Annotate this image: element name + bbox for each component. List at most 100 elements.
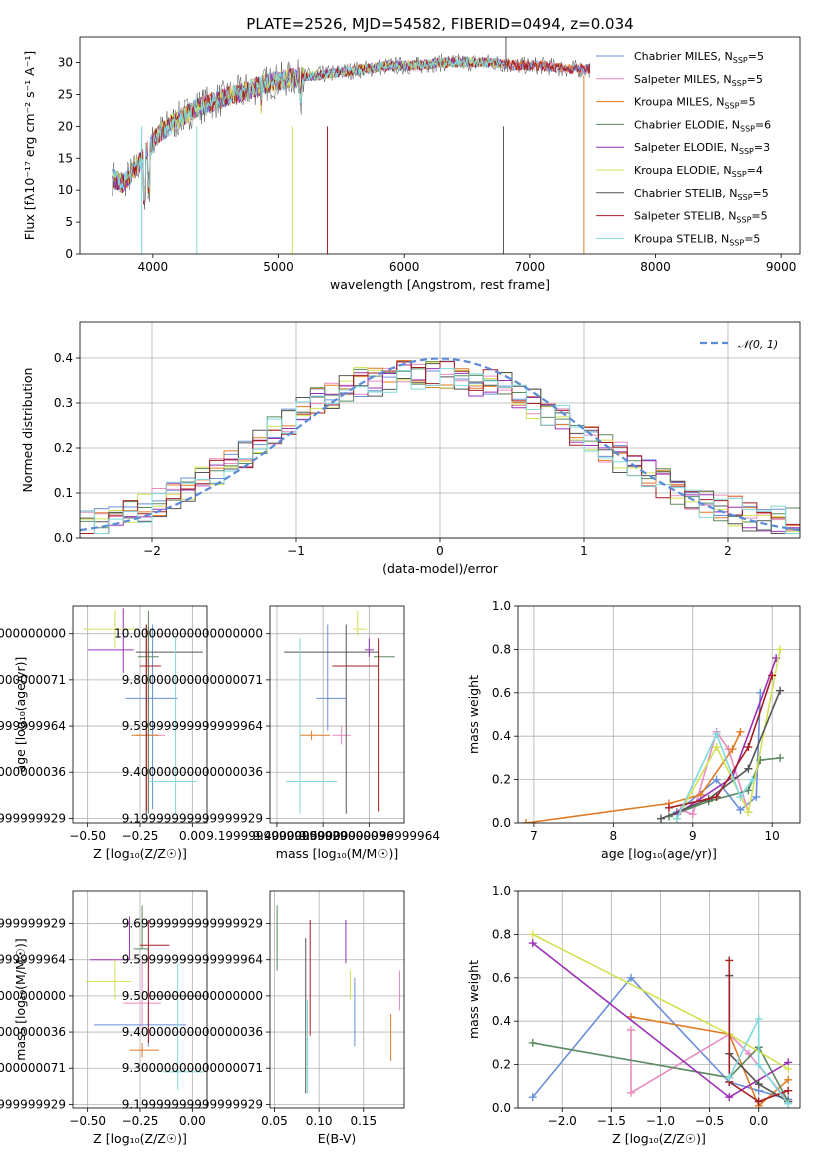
y-tick-label: 0.2 [492,1058,511,1072]
y-tick-label: 9.59999999999999964 [122,719,263,733]
y-tick-label: 0.3 [54,396,73,410]
spectrum-series-9 [112,56,505,201]
y-tick-label: 9.40000000000000036 [0,1025,66,1039]
plus-marker [626,973,635,982]
histogram-series-9 [80,368,800,538]
legend-entry: Kroupa ELODIE, NSSP=4 [634,164,763,179]
y-tick-label: 0.4 [54,351,73,365]
x-axis-label: (data-model)/error [382,561,499,576]
x-axis-label: Z [log₁₀(Z/Z☉)] [93,1131,187,1146]
y-tick-label: 9.50000000000000000 [0,989,66,1003]
plus-marker [744,808,753,817]
legend-entry: Chabrier STELIB, NSSP=5 [634,187,769,202]
data-point-5 [364,638,374,657]
plus-marker [736,792,745,801]
y-tick-label: 9.19999999999999929 [0,811,66,825]
x-tick-label: 9.40000000000000036 [253,829,394,843]
x-tick-label: −1 [287,544,305,558]
x-tick-label: 6000 [389,260,420,274]
plus-marker [528,930,537,939]
series-line [668,675,773,809]
x-tick-label: 0.15 [350,1114,377,1128]
y-tick-label: 0.8 [492,927,511,941]
data-point-3 [129,1042,159,1058]
x-tick-label: −1.0 [646,1114,675,1128]
x-axis-label: wavelength [Angstrom, rest frame] [330,277,550,292]
y-tick-label: 9.69999999999999929 [122,917,263,931]
y-axis-label: age [log₁₀(age/yr)] [13,657,28,773]
weight-series-9 [725,1015,793,1108]
age-vs-mass-frame [269,605,405,824]
data-point-6 [353,610,368,637]
x-tick-label: 0.00 [179,829,206,843]
spectrum-frame [79,36,801,255]
plus-marker [528,939,537,948]
data-point-7 [283,624,379,814]
data-point-4 [373,652,395,662]
age-vs-Z-points [83,608,203,814]
mass-vs-Z-frame [72,890,208,1109]
y-tick-label: 1.0 [492,884,511,898]
plus-marker [528,1038,537,1047]
plus-marker [744,743,753,752]
x-tick-label: 0.0 [749,1114,768,1128]
x-tick-label: 8000 [640,260,671,274]
plus-marker [626,1025,635,1034]
x-tick-label: −2.0 [548,1114,577,1128]
legend-entry: Salpeter MILES, NSSP=5 [634,73,763,88]
plus-marker [521,819,530,823]
y-tick-label: 10 [58,183,73,197]
mass-vs-EBV-frame [269,890,405,1109]
y-tick-label: 30 [58,56,73,70]
data-point-9 [163,963,205,1090]
legend-entry: Salpeter STELIB, NSSP=5 [634,210,768,225]
x-tick-label: −2 [143,544,161,558]
x-tick-label: 9.59999999999999964 [299,829,440,843]
y-tick-label: 0.8 [492,642,511,656]
data-point-8 [140,919,170,1043]
y-tick-label: 0.0 [492,816,511,830]
y-axis-label: mass weight [466,675,481,754]
data-point-2 [332,726,351,745]
y-tick-label: 9.19999999999999929 [0,1097,66,1111]
plus-marker [784,1099,793,1108]
x-tick-label: 9 [689,829,697,843]
weight-series-9 [672,730,757,823]
y-tick-label: 9.59999999999999964 [122,953,263,967]
weight-vs-age-axes: 7 8 9 10 0.0 0.2 0.4 0.6 0.8 1.0 age [log₁₀(age/yr… [466,599,800,861]
y-tick-label: 9.59999999999999964 [0,719,66,733]
weight-vs-age-frame [517,605,801,824]
legend-entry: Salpeter ELODIE, NSSP=3 [634,141,770,156]
series-line [728,1018,789,1105]
weight-vs-Z-axes: −2.0 −1.5 −1.0 −0.5 0.0 0.0 0.2 0.4 0.6 0.8 1.0 Z [… [466,884,800,1146]
y-tick-label: 9.30000000000000071 [122,1061,263,1075]
x-tick-label: 5000 [263,260,294,274]
plus-marker [712,775,721,784]
spectrum-series-8 [112,56,591,205]
plus-marker [776,645,785,654]
x-axis-label: mass [log₁₀(M/M☉)] [276,846,398,861]
plus-marker [744,764,753,773]
plus-marker [688,810,697,819]
spectrum-series-7 [112,53,591,210]
plus-marker [712,730,721,739]
weight-series-8 [725,956,793,1106]
x-tick-label: −0.5 [695,1114,724,1128]
plus-marker [754,1015,763,1024]
y-axis-label: Normed distribution [20,368,35,493]
plus-marker [725,1073,734,1082]
plus-marker [776,753,785,762]
data-point-9 [148,638,197,814]
data-point-9 [286,638,337,814]
x-tick-label: 9.19999999999999929 [206,829,347,843]
plus-marker [754,1080,763,1089]
y-tick-label: 0.1 [54,486,73,500]
x-tick-label: 0.00 [179,1114,206,1128]
y-tick-label: 9.40000000000000036 [122,1025,263,1039]
plus-marker [776,686,785,695]
age-vs-mass-points [283,610,395,814]
data-point-4 [137,610,159,814]
data-point-5 [89,916,131,961]
plus-marker [756,756,765,765]
plus-marker [725,956,734,965]
